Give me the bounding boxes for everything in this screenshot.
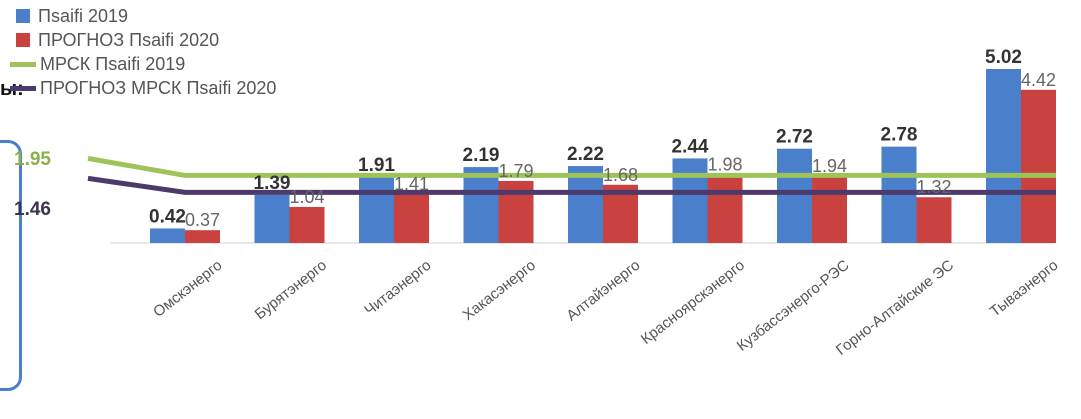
data-label-2020: 1.94 <box>812 156 847 176</box>
category-label: Кузбассэнерго-РЭС <box>734 257 853 355</box>
data-label-2019: 1.39 <box>254 173 291 194</box>
bar-2019 <box>150 228 185 243</box>
data-label-2019: 0.42 <box>149 206 186 227</box>
legend-label-mrsk-2020: ПРОГНОЗ МРСК Пsaifi 2020 <box>40 77 277 98</box>
bar-2020 <box>707 174 743 243</box>
category-label: Бурятэнерго <box>252 257 330 323</box>
bar-2019 <box>463 167 499 243</box>
legend-swatch-mrsk-2019 <box>10 61 36 67</box>
bar-2019 <box>672 158 708 243</box>
legend-swatch-2019 <box>16 9 30 23</box>
bar-2020 <box>289 206 325 243</box>
data-label-2019: 2.44 <box>672 136 709 157</box>
data-label-2019: 2.78 <box>881 125 918 146</box>
legend-item-2020: ПРОГНОЗ Пsaifi 2020 <box>12 28 276 52</box>
legend-swatch-mrsk-2020 <box>10 85 36 91</box>
data-label-2020: 1.04 <box>289 187 324 207</box>
data-label-2019: 2.22 <box>567 144 604 165</box>
category-label: Красноярскэнерго <box>638 257 748 348</box>
bar-2020 <box>1021 89 1056 243</box>
legend-item-2019: Пsaifi 2019 <box>12 4 276 28</box>
bar-2020 <box>185 230 220 243</box>
data-label-2019: 5.02 <box>985 47 1022 68</box>
chart-legend: Пsaifi 2019 ПРОГНОЗ Пsaifi 2020 МРСК Пsa… <box>10 4 277 100</box>
data-label-2020: 1.32 <box>916 177 951 197</box>
data-label-2020: 1.41 <box>394 174 429 194</box>
category-label: Тываэнерго <box>987 257 1062 321</box>
mrsk-2019-value-label: 1.95 <box>14 149 51 170</box>
bar-2019 <box>777 148 812 243</box>
data-label-2019: 2.72 <box>776 127 813 148</box>
mrsk-2020-value-label: 1.46 <box>14 199 51 220</box>
legend-label-2019: Пsaifi 2019 <box>38 5 128 26</box>
bar-2019 <box>359 176 394 243</box>
legend-swatch-2020 <box>16 33 30 47</box>
category-label: Хакасэнерго <box>460 257 539 324</box>
line-mrsk-2019 <box>87 155 1056 178</box>
line-mrsk-2020 <box>87 175 1056 195</box>
legend-item-mrsk-2019: МРСК Пsaifi 2019 <box>10 52 276 76</box>
data-label-2020: 0.37 <box>185 210 220 230</box>
category-label: Читаэнерго <box>361 257 434 319</box>
bar-2020 <box>916 197 952 243</box>
legend-item-mrsk-2020: ПРОГНОЗ МРСК Пsaifi 2020 <box>10 76 277 100</box>
category-label: Омскэнерго <box>150 257 225 321</box>
category-label: Алтайэнерго <box>563 257 643 325</box>
bar-2019 <box>254 194 290 243</box>
bar-2020 <box>394 194 429 243</box>
legend-label-mrsk-2019: МРСК Пsaifi 2019 <box>40 53 186 74</box>
data-label-2019: 1.91 <box>358 155 395 176</box>
panel-frame <box>0 140 22 391</box>
data-label-2020: 1.79 <box>498 161 533 181</box>
bar-2019 <box>986 69 1021 243</box>
data-label-2019: 2.19 <box>463 145 500 166</box>
legend-label-2020: ПРОГНОЗ Пsaifi 2020 <box>38 29 220 50</box>
bar-2020 <box>812 175 847 243</box>
data-label-2020: 4.42 <box>1021 70 1056 90</box>
category-label: Горно-Алтайские ЭС <box>833 257 957 359</box>
data-label-2020: 1.68 <box>603 165 638 185</box>
bar-2019 <box>568 166 603 243</box>
data-label-2020: 1.98 <box>707 154 742 174</box>
